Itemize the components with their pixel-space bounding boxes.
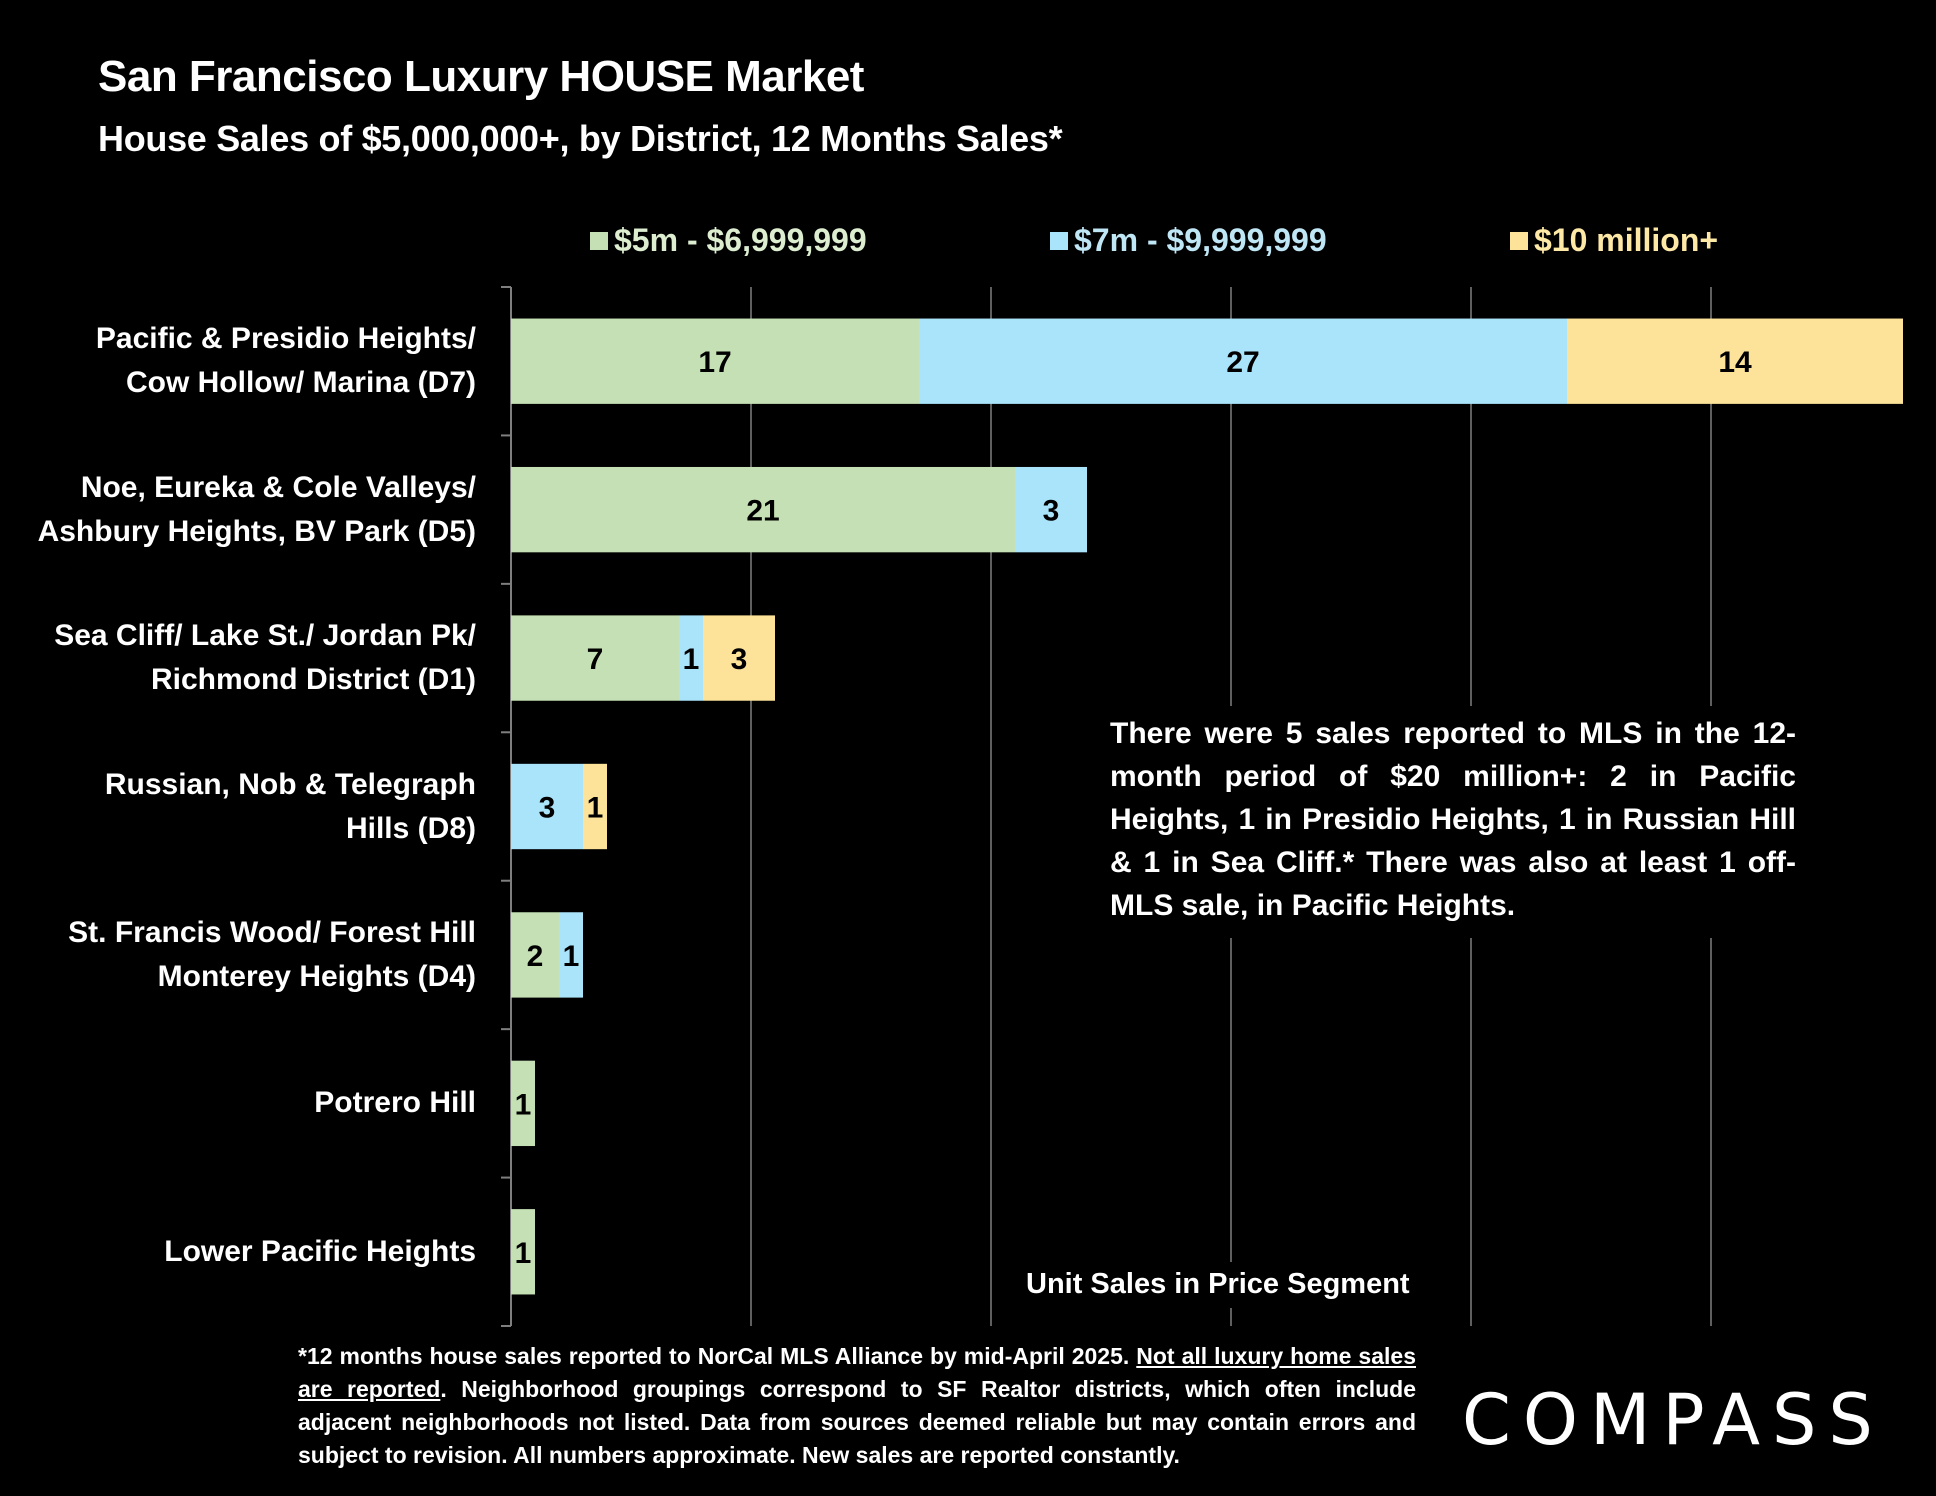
category-label-line: Potrero Hill [314,1086,476,1120]
bar-segment [703,615,775,701]
bar-segment [919,318,1567,404]
legend-swatch-7m-10m [1050,231,1068,250]
bar-segment [1015,466,1087,553]
category-label-line: Richmond District (D1) [150,663,476,697]
category-label-line: Russian, Nob & Telegraph [104,767,476,801]
category-label: Pacific & Presidio Heights/Cow Hollow/ M… [0,317,476,405]
data-label: 3 [539,792,556,825]
category-label-line: Cow Hollow/ Marina (D7) [125,366,476,400]
footnote: *12 months house sales reported to NorCa… [298,1340,1416,1472]
category-label-line: Noe, Eureka & Cole Valleys/ [80,470,476,504]
data-label: 1 [683,643,700,676]
category-label-line: Hills (D8) [345,811,476,845]
footnote-part2: . Neighborhood groupings correspond to S… [298,1376,1416,1468]
bar-segment [1567,318,1903,404]
legend-item-7m-10m: $7m - $9,999,999 [1050,222,1327,259]
annotation-background [1090,706,1810,938]
legend-label-7m-10m: $7m - $9,999,999 [1074,222,1327,258]
category-label: Russian, Nob & Telegraph Hills (D8) [0,763,476,851]
category-label-line: Ashbury Heights, BV Park (D5) [37,514,476,548]
category-label: Noe, Eureka & Cole Valleys/Ashbury Heigh… [0,466,476,554]
data-label: 7 [587,643,604,676]
category-label: Potrero Hill [0,1081,476,1125]
category-label-line: Lower Pacific Heights [164,1234,476,1268]
data-label: 3 [731,643,748,676]
chart-title: San Francisco Luxury HOUSE Market [98,52,864,101]
bar-segment [511,912,559,998]
data-label: 1 [587,792,604,825]
data-label: 1 [515,1237,532,1270]
data-label: 2 [527,940,544,973]
data-label: 27 [1226,346,1259,379]
category-label-line: Sea Cliff/ Lake St./ Jordan Pk/ [54,619,476,653]
legend-swatch-5m-7m [590,231,608,250]
legend-item-5m-7m: $5m - $6,999,999 [590,222,867,259]
bar-segment [559,912,583,998]
chart-subtitle: House Sales of $5,000,000+, by District,… [98,118,1063,159]
legend-item-10m-plus: $10 million+ [1510,222,1718,259]
data-label: 3 [1043,495,1060,528]
category-label: Lower Pacific Heights [0,1230,476,1274]
data-label: 14 [1718,346,1752,379]
bar-segment [511,615,679,701]
legend-label-10m-plus: $10 million+ [1534,222,1719,258]
data-label: 1 [563,940,580,973]
x-axis-title: Unit Sales in Price Segment [1026,1268,1410,1300]
bar-segment [583,763,607,850]
bar-segment [511,763,583,850]
legend-swatch-10m-plus [1510,231,1528,250]
legend: $5m - $6,999,999 $7m - $9,999,999 $10 mi… [0,222,1936,266]
bar-segment [511,1209,535,1295]
bar-segment [511,1060,535,1147]
axis-title-background [1010,1262,1410,1308]
legend-label-5m-7m: $5m - $6,999,999 [614,222,867,258]
category-label-line: Pacific & Presidio Heights/ [95,322,476,356]
bar-segment [511,466,1015,553]
compass-logo-icon: COMPASS [1462,1379,1885,1461]
category-label: Sea Cliff/ Lake St./ Jordan Pk/Richmond … [0,614,476,702]
compass-logo: COMPASS [1462,1378,1902,1475]
category-label: St. Francis Wood/ Forest Hill Monterey He… [0,911,476,999]
category-label-line: St. Francis Wood/ Forest Hill [68,915,476,949]
footnote-part1: *12 months house sales reported to NorCa… [298,1343,1137,1369]
data-label: 21 [746,495,779,528]
compass-logo-text: COMPASS [1462,1379,1885,1458]
bar-segment [679,615,703,701]
annotation-20m-sales: There were 5 sales reported to MLS in th… [1110,717,1796,922]
bar-segment [511,318,919,404]
footnote-underlined: Not all luxury home sales are reported [298,1343,1416,1402]
data-label: 17 [698,346,731,379]
data-label: 1 [515,1088,532,1121]
category-label-line: Monterey Heights (D4) [157,959,476,993]
